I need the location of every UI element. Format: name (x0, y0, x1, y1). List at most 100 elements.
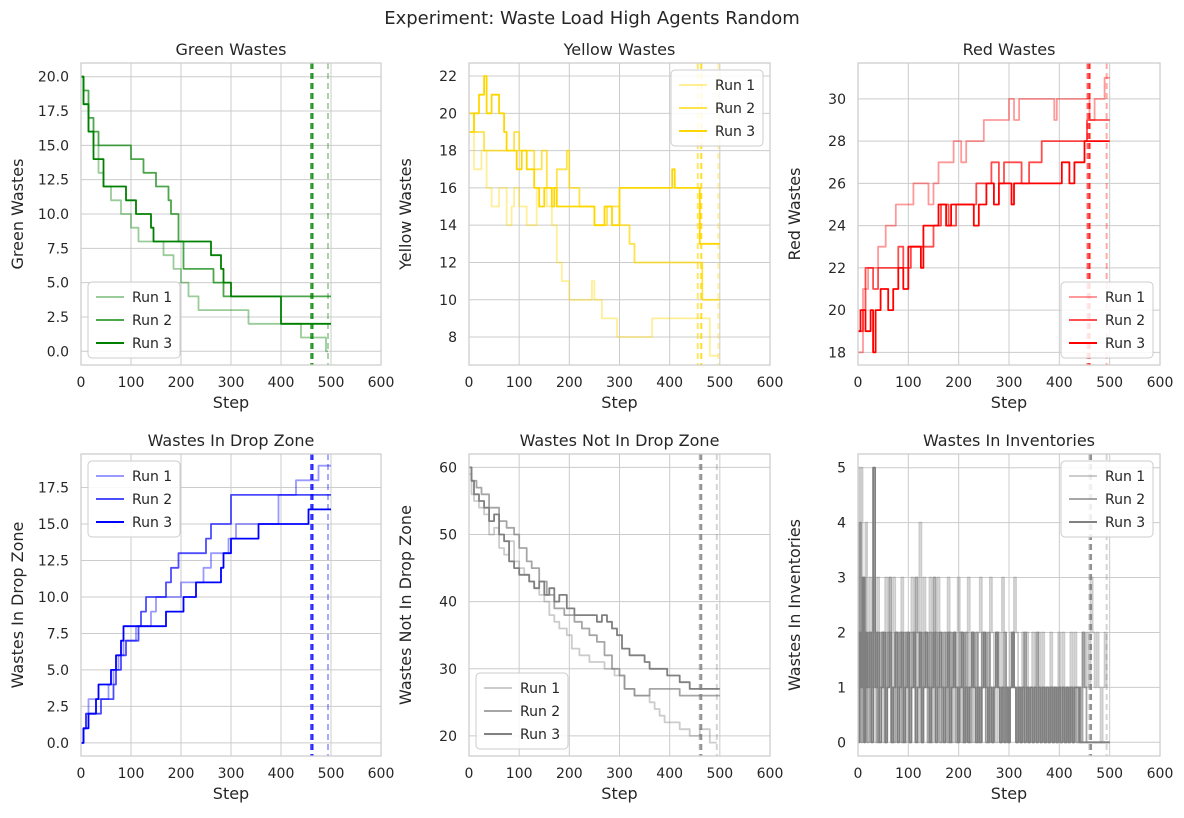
x-tick-label: 100 (118, 375, 145, 391)
panel-title: Wastes In Inventories (923, 431, 1095, 450)
x-tick-label: 0 (465, 375, 474, 391)
x-tick-label: 500 (318, 375, 345, 391)
y-tick-label: 0.0 (47, 344, 69, 360)
x-tick-label: 300 (218, 766, 245, 782)
panel-2: 0 100 200 300 400 500 600 8 10 12 14 16 18 20 22 Yellow… (396, 40, 783, 412)
y-tick-label: 7.5 (47, 241, 69, 257)
y-tick-label: 40 (439, 595, 457, 611)
legend-label-run-2: Run 2 (1105, 313, 1145, 329)
panel-title: Green Wastes (176, 40, 287, 59)
legend: Run 1 Run 2 Run 3 (1060, 460, 1154, 538)
x-tick-label: 400 (656, 375, 683, 391)
plot-frame (468, 453, 771, 757)
legend: Run 1 Run 2 Run 3 (475, 672, 569, 750)
y-tick-label: 14 (439, 218, 457, 234)
y-tick-label: 18 (828, 345, 846, 361)
y-tick-label: 20.0 (38, 70, 69, 86)
legend-label-run-1: Run 1 (520, 681, 560, 697)
x-tick-label: 500 (706, 375, 733, 391)
x-tick-label: 600 (368, 375, 395, 391)
x-tick-label: 0 (465, 766, 474, 782)
legend-label-run-1: Run 1 (132, 469, 172, 485)
legend-label-run-3: Run 3 (1105, 336, 1145, 352)
legend: Run 1 Run 2 Run 3 (1060, 281, 1154, 359)
x-tick-label: 100 (895, 375, 922, 391)
y-tick-label: 17.5 (38, 104, 69, 120)
x-tick-label: 100 (506, 766, 533, 782)
x-tick-label: 600 (1147, 766, 1174, 782)
x-tick-label: 600 (368, 766, 395, 782)
y-tick-label: 2 (837, 625, 846, 641)
x-tick-label: 200 (556, 766, 583, 782)
series-line-run-3 (469, 75, 720, 245)
plot-frame (857, 453, 1161, 757)
series-line-run-1 (858, 76, 1110, 354)
legend: Run 1 Run 2 Run 3 (670, 69, 764, 147)
legend-label-run-2: Run 2 (132, 313, 172, 329)
series-line-run-3 (81, 508, 331, 744)
x-tick-label: 200 (168, 375, 195, 391)
y-tick-label: 26 (828, 176, 846, 192)
x-tick-label: 300 (606, 375, 633, 391)
series-line-run-1 (469, 112, 719, 357)
y-tick-label: 10.0 (38, 207, 69, 223)
y-tick-label: 0.0 (47, 736, 69, 752)
series-line-run-1 (469, 473, 717, 744)
panel-title: Yellow Wastes (563, 40, 676, 59)
x-tick-label: 300 (218, 375, 245, 391)
y-tick-label: 22 (828, 261, 846, 277)
legend: Run 1 Run 2 Run 3 (87, 281, 181, 359)
y-tick-label: 1 (837, 680, 846, 696)
legend-box (1060, 281, 1154, 359)
legend-label-run-3: Run 3 (715, 124, 755, 140)
y-tick-label: 7.5 (47, 626, 69, 642)
gridlines (80, 63, 382, 365)
x-tick-label: 400 (656, 766, 683, 782)
legend-label-run-1: Run 1 (715, 78, 755, 94)
series-group (469, 454, 720, 756)
legend-label-run-2: Run 2 (520, 704, 560, 720)
x-tick-label: 600 (1147, 375, 1174, 391)
y-tick-label: 2.5 (47, 699, 69, 715)
x-tick-label: 400 (268, 766, 295, 782)
series-line-run-2 (469, 466, 720, 697)
x-tick-label: 0 (854, 375, 863, 391)
y-tick-label: 22 (439, 69, 457, 85)
x-tick-label: 500 (706, 766, 733, 782)
y-tick-label: 3 (837, 571, 846, 587)
x-tick-label: 0 (77, 766, 86, 782)
y-tick-label: 30 (439, 662, 457, 678)
y-tick-label: 28 (828, 134, 846, 150)
legend: Run 1 Run 2 Run 3 (87, 460, 181, 538)
y-tick-label: 18 (439, 144, 457, 160)
x-tick-label: 200 (945, 375, 972, 391)
panel-1: 0 100 200 300 400 500 600 0.0 2.5 5.0 7.5 10.0 12.5 1… (8, 40, 394, 412)
x-axis-label: Step (601, 784, 637, 803)
series-line-run-2 (469, 112, 720, 301)
y-tick-label: 15.0 (38, 138, 69, 154)
series-group (81, 454, 331, 756)
y-axis-label: Wastes In Drop Zone (8, 522, 27, 689)
x-tick-label: 100 (506, 375, 533, 391)
y-tick-label: 10 (439, 293, 457, 309)
x-tick-label: 200 (168, 766, 195, 782)
y-tick-label: 5.0 (47, 663, 69, 679)
x-tick-label: 0 (854, 766, 863, 782)
series-line-run-3 (858, 140, 1110, 354)
y-axis-label: Green Wastes (8, 159, 27, 270)
legend-label-run-3: Run 3 (132, 515, 172, 531)
x-tick-label: 300 (996, 375, 1023, 391)
x-axis-label: Step (991, 784, 1027, 803)
y-tick-label: 12 (439, 255, 457, 271)
series-line-run-3 (858, 466, 1110, 744)
legend-label-run-1: Run 1 (1105, 469, 1145, 485)
series-group (81, 63, 331, 365)
plot-frame (80, 453, 382, 757)
y-tick-label: 60 (439, 460, 457, 476)
legend-label-run-1: Run 1 (132, 290, 172, 306)
legend-label-run-3: Run 3 (132, 336, 172, 352)
legend-box (87, 460, 181, 538)
legend-box (87, 281, 181, 359)
y-tick-label: 24 (828, 219, 846, 235)
